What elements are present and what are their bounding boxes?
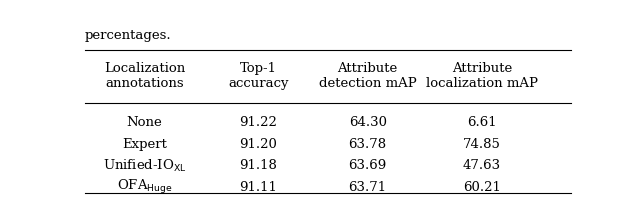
- Text: 91.22: 91.22: [239, 116, 278, 129]
- Text: 6.61: 6.61: [467, 116, 497, 129]
- Text: 47.63: 47.63: [463, 159, 501, 172]
- Text: 63.78: 63.78: [349, 138, 387, 151]
- Text: 63.71: 63.71: [349, 181, 387, 194]
- Text: Top-1
accuracy: Top-1 accuracy: [228, 62, 289, 90]
- Text: Attribute
localization mAP: Attribute localization mAP: [426, 62, 538, 90]
- Text: percentages.: percentages.: [85, 29, 172, 42]
- Text: 64.30: 64.30: [349, 116, 387, 129]
- Text: Unified-IO$_\mathrm{XL}$: Unified-IO$_\mathrm{XL}$: [103, 158, 186, 174]
- Text: 91.11: 91.11: [239, 181, 278, 194]
- Text: Localization
annotations: Localization annotations: [104, 62, 185, 90]
- Text: Attribute
detection mAP: Attribute detection mAP: [319, 62, 417, 90]
- Text: Expert: Expert: [122, 138, 167, 151]
- Text: 91.20: 91.20: [239, 138, 278, 151]
- Text: 60.21: 60.21: [463, 181, 500, 194]
- Text: None: None: [127, 116, 163, 129]
- Text: 91.18: 91.18: [239, 159, 278, 172]
- Text: 63.69: 63.69: [349, 159, 387, 172]
- Text: 74.85: 74.85: [463, 138, 500, 151]
- Text: OFA$_\mathrm{Huge}$: OFA$_\mathrm{Huge}$: [116, 178, 172, 196]
